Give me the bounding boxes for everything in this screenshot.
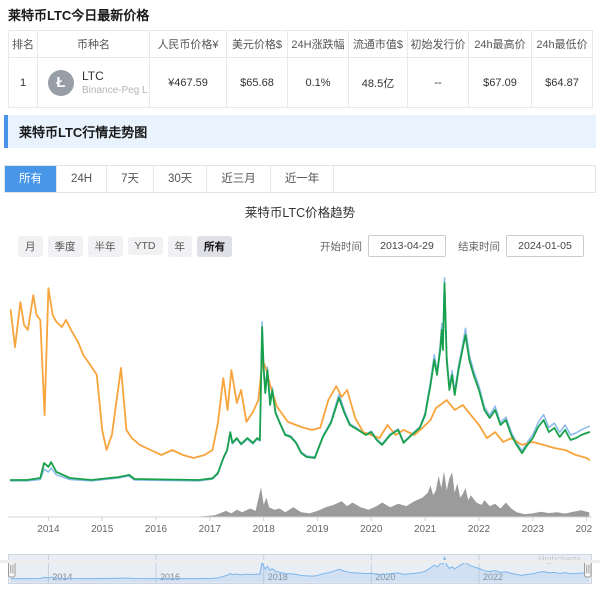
x-axis-label: 2017: [199, 524, 222, 535]
price-table-header-row: 排名 币种名 人民币价格¥ 美元价格$ 24H涨跌幅 流通市值$ 初始发行价 24h最高价 24…: [8, 30, 593, 58]
zoom-buttons: 月季度 半年 YTD 年所有: [18, 235, 237, 257]
series-price-orange: [9, 287, 591, 461]
end-date-label: 结束时间: [458, 240, 500, 253]
zoom-button-4[interactable]: 年: [167, 235, 192, 257]
x-axis-label: 2021: [414, 524, 437, 535]
x-axis-label: 2023: [522, 524, 545, 535]
navigator-handle-right[interactable]: [584, 560, 592, 578]
column-header: 美元价格$: [226, 30, 288, 58]
zoom-button-2[interactable]: 半年: [87, 235, 123, 257]
x-axis-label: 2018: [253, 524, 276, 535]
zoom-button-0[interactable]: 月: [18, 235, 43, 257]
coin-subtitle: Binance-Peg Lite: [82, 85, 148, 96]
market-cap: 48.5亿: [348, 57, 408, 108]
coin-name: LTC: [82, 69, 104, 83]
coin-cell: Ł LTC Binance-Peg Lite: [37, 57, 150, 108]
column-header: 24H涨跌幅: [287, 30, 349, 58]
range-tabs: 所有 24H 7天 30天 近三月 近一年: [4, 165, 596, 193]
column-header: 排名: [8, 30, 38, 58]
start-date-label: 开始时间: [320, 240, 362, 253]
start-date-input[interactable]: [368, 235, 446, 257]
x-axis-label: 2014: [37, 524, 60, 535]
x-axis-label: 2022: [468, 524, 491, 535]
column-header: 币种名: [37, 30, 150, 58]
chart-title: 莱特币LTC价格趋势: [244, 206, 356, 220]
page-title: 莱特币LTC今日最新价格: [8, 8, 150, 23]
usd-price: $65.68: [226, 57, 288, 108]
column-header: 流通市值$: [348, 30, 408, 58]
price-table: 排名 币种名 人民币价格¥ 美元价格$ 24H涨跌幅 流通市值$ 初始发行价 24h最高价 24…: [8, 30, 593, 108]
range-tab-2[interactable]: 7天: [107, 166, 155, 192]
zoom-button-1[interactable]: 季度: [47, 235, 83, 257]
column-header: 初始发行价: [407, 30, 469, 58]
table-row[interactable]: 1 Ł LTC Binance-Peg Lite ¥467.59 $65.68 …: [8, 57, 593, 108]
range-tab-0[interactable]: 所有: [5, 166, 57, 192]
zoom-button-3[interactable]: YTD: [127, 237, 163, 255]
price-chart-canvas: 2014 2015 2016 2017 2018 2019 2020 2021 2022 2023…: [8, 277, 598, 535]
end-date-input[interactable]: [506, 235, 584, 257]
column-header: 人民币价格¥: [149, 30, 227, 58]
navigator-handle-left[interactable]: [8, 560, 16, 578]
range-tab-1[interactable]: 24H: [57, 166, 108, 192]
column-header: 24h最高价: [468, 30, 532, 58]
range-tab-5[interactable]: 近一年: [271, 166, 335, 192]
cny-price: ¥467.59: [149, 57, 227, 108]
price-chart: 2014 2015 2016 2017 2018 2019 2020 2021 2022 2023…: [8, 275, 600, 542]
x-axis-label: 2019: [306, 524, 329, 535]
low-24h: $64.87: [531, 57, 593, 108]
change-24h: 0.1%: [287, 57, 349, 108]
zoom-button-5[interactable]: 所有: [197, 235, 232, 257]
x-axis-label: 2015: [91, 524, 114, 535]
x-axis-label: 2016: [145, 524, 168, 535]
range-tab-3[interactable]: 30天: [154, 166, 208, 192]
ltc-coin-icon: Ł: [48, 69, 74, 96]
horizontal-scrollbar[interactable]: [0, 560, 600, 563]
initial-price: --: [407, 57, 469, 108]
high-24h: $67.09: [468, 57, 532, 108]
column-header: 24h最低价: [531, 30, 593, 58]
x-axis-label: 2024: [575, 524, 592, 535]
date-range-controls: 开始时间 结束时间: [320, 235, 584, 257]
rank-cell: 1: [8, 57, 38, 108]
section-header: 莱特币LTC行情走势图: [4, 115, 596, 148]
x-axis-label: 2020: [360, 524, 383, 535]
range-tab-4[interactable]: 近三月: [207, 166, 271, 192]
series-price-green: [9, 282, 591, 481]
volume-area: [10, 471, 590, 517]
